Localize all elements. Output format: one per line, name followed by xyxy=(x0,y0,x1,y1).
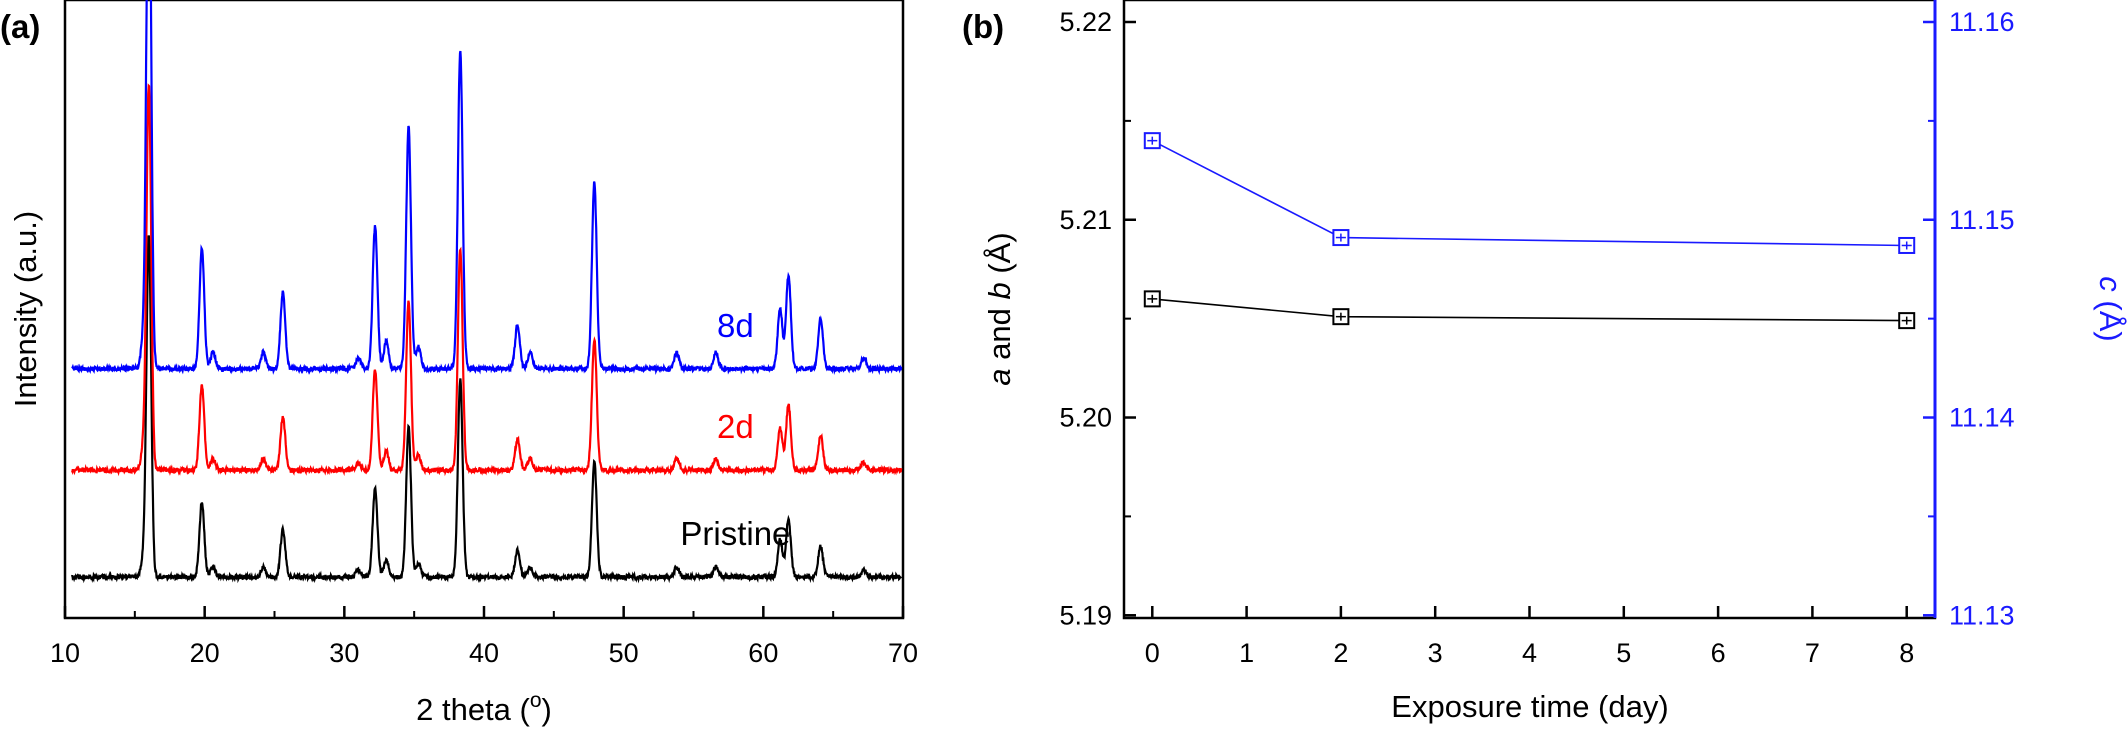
panel-b-right-y-ticks: 11.13 11.14 11.15 11.16 xyxy=(1923,7,2015,630)
panel-a: (a) 10 20 30 40 50 60 70 Pristine 2d 8d 2 theta … xyxy=(0,0,918,727)
panel-b-left-y-ticks: 5.19 5.20 5.21 5.22 xyxy=(1059,7,1136,630)
panel-b-x-ticks: 0 1 2 3 4 5 6 7 8 xyxy=(1145,606,1914,668)
panel-a-x-ticks: 10 20 30 40 50 60 70 xyxy=(50,606,918,668)
right-y-tick-label: 11.13 xyxy=(1949,600,2015,630)
x-tick-label: 7 xyxy=(1805,638,1820,668)
right-y-tick-label: 11.15 xyxy=(1949,205,2015,235)
x-tick-label: 40 xyxy=(469,638,499,668)
x-tick-label: 10 xyxy=(50,638,80,668)
x-tick-label: 3 xyxy=(1428,638,1443,668)
left-y-tick-label: 5.22 xyxy=(1059,7,1112,37)
x-tick-label: 30 xyxy=(329,638,359,668)
x-tick-label: 5 xyxy=(1616,638,1631,668)
panel-a-label: (a) xyxy=(0,8,40,45)
xrd-pattern-8d xyxy=(71,0,903,376)
panel-b-right-y-axis-label: c (Å) xyxy=(2093,276,2128,341)
x-tick-label: 50 xyxy=(609,638,639,668)
left-y-tick-label: 5.20 xyxy=(1059,403,1112,433)
panel-b-left-y-axis-label: a and b (Å) xyxy=(982,232,1017,385)
x-tick-label: 1 xyxy=(1239,638,1254,668)
panel-b-series xyxy=(1143,132,1916,330)
series-line-c xyxy=(1151,139,1907,247)
series-line-ab xyxy=(1152,298,1907,322)
x-tick-label: 4 xyxy=(1522,638,1537,668)
left-y-tick-label: 5.21 xyxy=(1059,205,1112,235)
series-label-8d: 8d xyxy=(717,307,754,344)
right-y-tick-label: 11.16 xyxy=(1949,7,2015,37)
panel-a-y-axis-label: Intensity (a.u.) xyxy=(8,211,43,407)
xrd-pattern-2d xyxy=(71,83,903,477)
series-label-pristine: Pristine xyxy=(680,515,790,552)
panel-b-x-axis-label: Exposure time (day) xyxy=(1391,689,1668,724)
x-tick-label: 6 xyxy=(1711,638,1726,668)
panel-a-x-axis-label: 2 theta (o) xyxy=(416,689,552,727)
x-tick-label: 60 xyxy=(748,638,778,668)
xrd-pattern-pristine xyxy=(70,235,903,584)
x-tick-label: 20 xyxy=(190,638,220,668)
panel-a-series xyxy=(70,0,903,584)
panel-a-series-labels: Pristine 2d 8d xyxy=(680,307,790,552)
left-y-tick-label: 5.19 xyxy=(1059,600,1112,630)
series-label-2d: 2d xyxy=(717,408,754,445)
panel-b-plot-frame xyxy=(1122,0,1937,620)
x-tick-label: 8 xyxy=(1899,638,1914,668)
panel-b-label: (b) xyxy=(962,8,1004,45)
x-tick-label: 0 xyxy=(1145,638,1160,668)
right-y-tick-label: 11.14 xyxy=(1949,403,2015,433)
x-tick-label: 70 xyxy=(888,638,918,668)
x-tick-label: 2 xyxy=(1333,638,1348,668)
